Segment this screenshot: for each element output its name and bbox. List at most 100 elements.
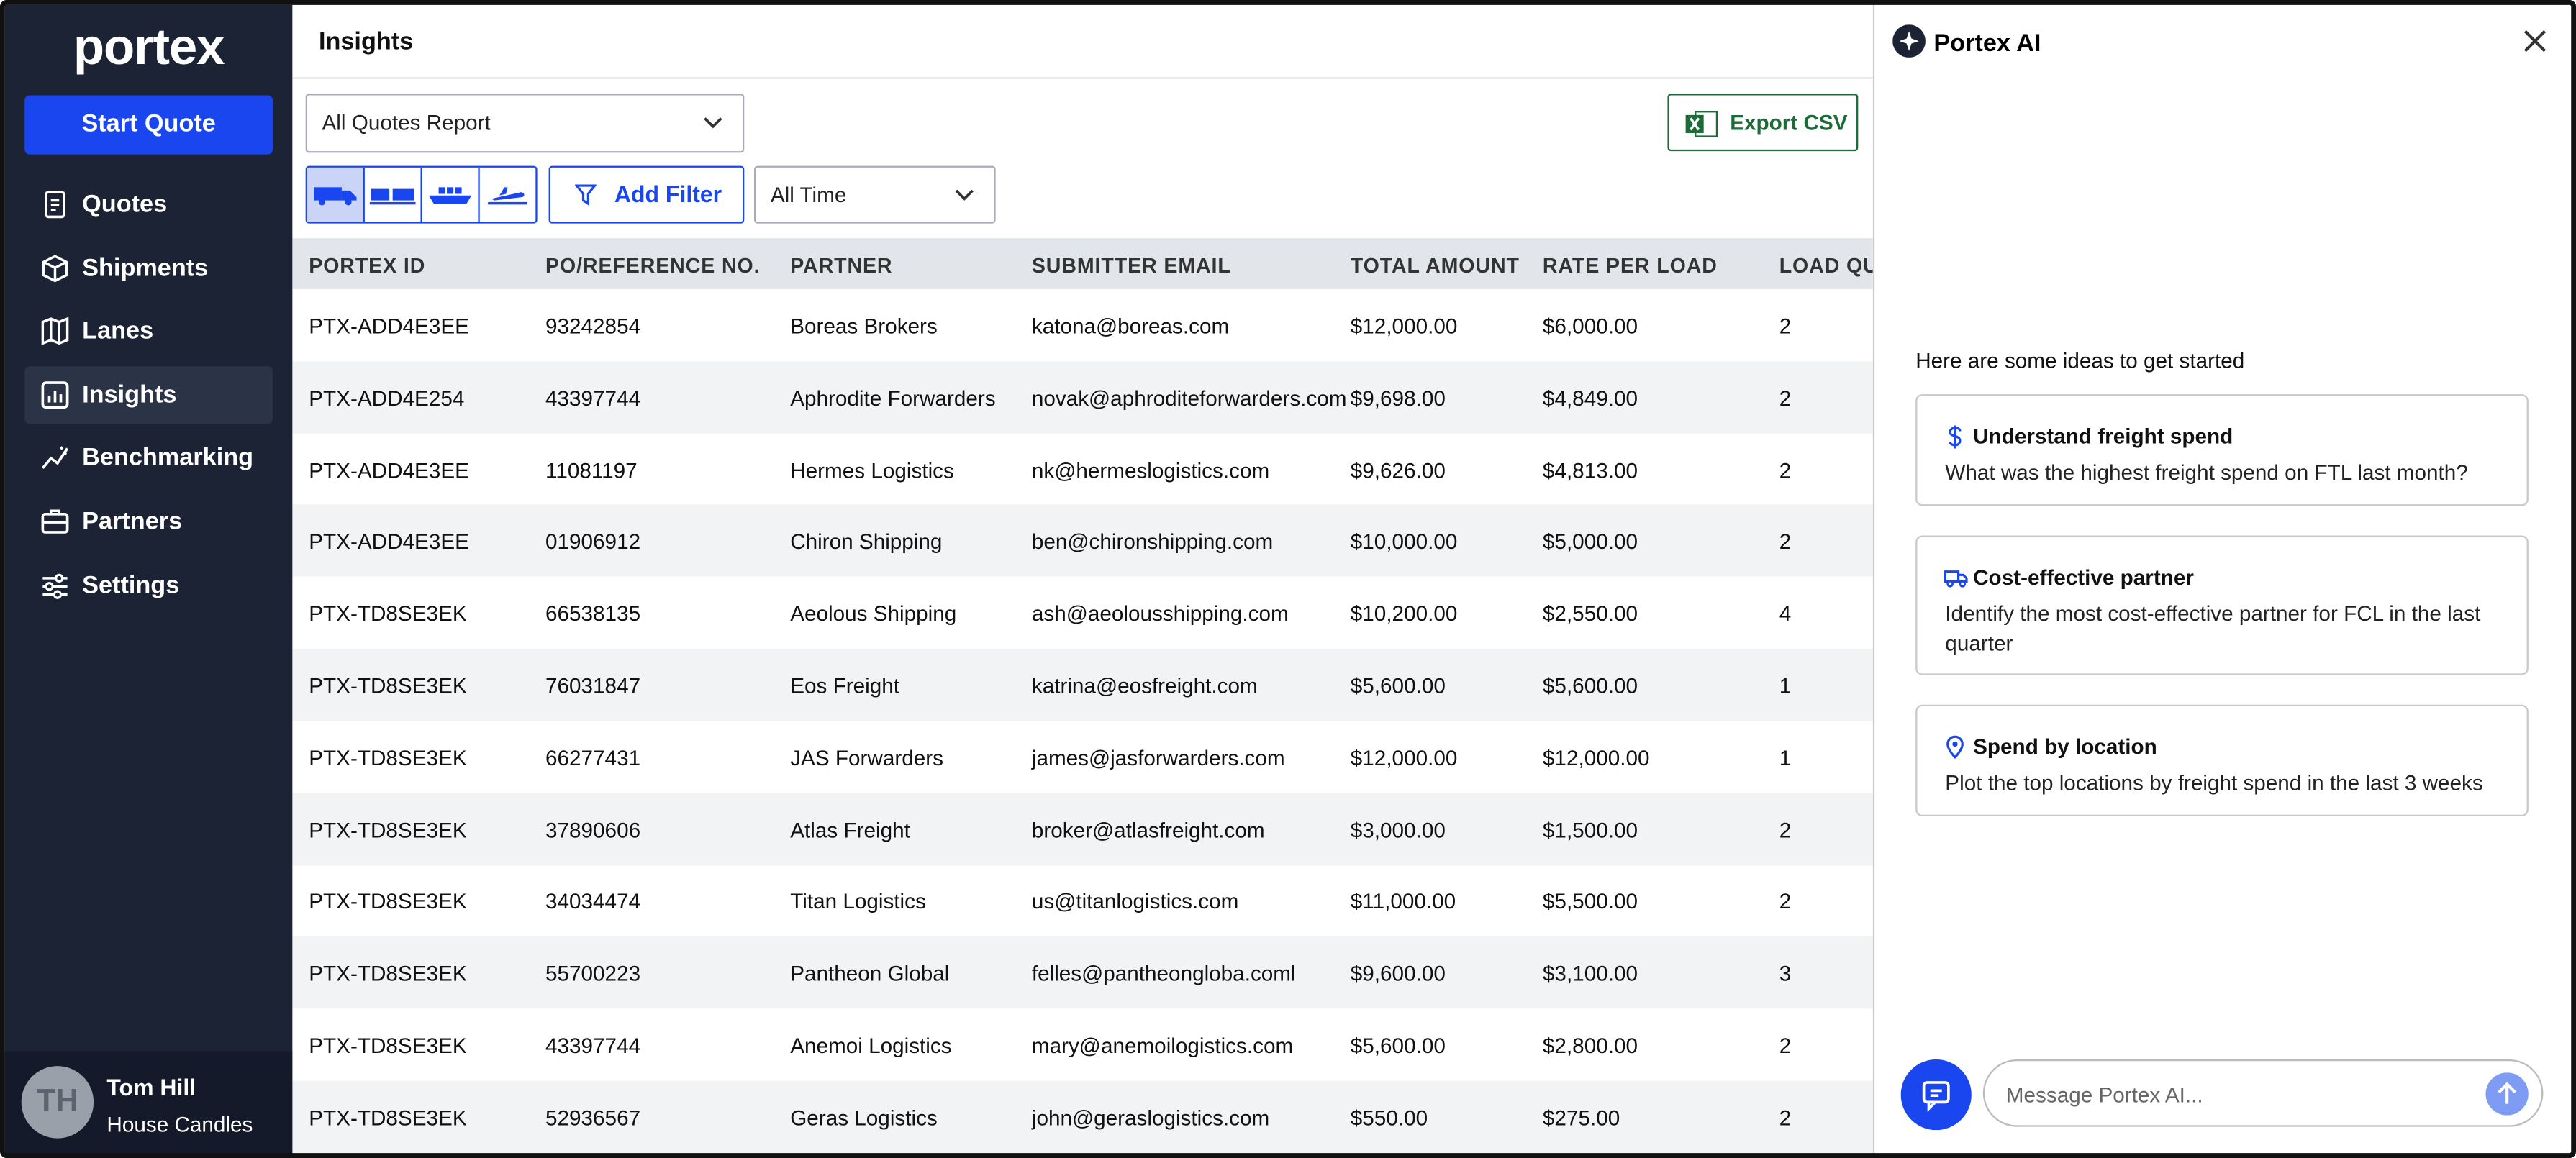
- mode-ship[interactable]: [422, 167, 480, 222]
- new-chat-button[interactable]: [1900, 1059, 1972, 1131]
- report-label: All Quotes Report: [322, 110, 491, 135]
- table-row[interactable]: PTX-ADD4E3EE 11081197 Hermes Logistics nk@h…: [292, 433, 1872, 505]
- table-cell: mary@anemoilogistics.com: [1031, 1033, 1294, 1058]
- table-row[interactable]: PTX-TD8SE3EK 66538135 Aeolous Shipping ash@…: [292, 577, 1872, 649]
- nav-icon: [45, 191, 65, 219]
- table-cell: $5,600.00: [1350, 673, 1446, 698]
- table-cell: $2,800.00: [1542, 1033, 1638, 1058]
- nav-label: Benchmarking: [82, 444, 254, 473]
- ship-icon: [428, 186, 472, 204]
- table-cell: Geras Logistics: [790, 1105, 938, 1130]
- filter-label: Add Filter: [614, 181, 722, 207]
- table-row[interactable]: PTX-TD8SE3EK 37890606 Atlas Freight broker@…: [292, 793, 1873, 865]
- table-row[interactable]: PTX-ADD4E3EE 01906912 Chiron Shipping ben@c…: [292, 504, 1873, 578]
- nav-item[interactable]: Lanes: [24, 303, 273, 360]
- table-cell: $5,000.00: [1542, 529, 1638, 555]
- table-row[interactable]: PTX-TD8SE3EK 55700223 Pantheon Global felle…: [292, 936, 1873, 1009]
- column-header[interactable]: PARTNER: [790, 254, 893, 278]
- mode-air[interactable]: [480, 168, 536, 222]
- table-cell: JAS Forwarders: [790, 745, 944, 770]
- time-label: All Time: [770, 182, 847, 207]
- column-header[interactable]: TOTAL AMOUNT: [1350, 254, 1520, 278]
- nav-icon: [42, 573, 68, 598]
- send-button[interactable]: [2485, 1072, 2529, 1116]
- table-cell: $12,000.00: [1542, 745, 1650, 770]
- table-cell: 34034474: [545, 889, 641, 914]
- table-cell: $5,600.00: [1350, 1033, 1446, 1058]
- excel-icon: [1685, 111, 1718, 137]
- nav-item[interactable]: Quotes: [24, 175, 273, 233]
- card-title: Understand freight spend: [1973, 424, 2233, 449]
- table-cell: 4: [1779, 601, 1792, 626]
- nav-item[interactable]: Benchmarking: [24, 429, 273, 487]
- table-cell: us@titanlogistics.com: [1031, 889, 1239, 914]
- message-input[interactable]: Message Portex AI...: [1982, 1059, 2544, 1127]
- nav-icon: [41, 380, 69, 409]
- idea-card[interactable]: Spend by location Plot the top locations …: [1915, 704, 2529, 816]
- export-button[interactable]: Export CSV: [1667, 94, 1859, 152]
- table-cell: PTX-TD8SE3EK: [309, 817, 467, 842]
- table-row[interactable]: PTX-TD8SE3EK 34034474 Titan Logistics us@ti…: [292, 865, 1872, 936]
- close-button[interactable]: [2523, 29, 2546, 53]
- table-cell: 93242854: [545, 314, 641, 339]
- table-cell: Eos Freight: [790, 673, 900, 698]
- table-cell: $275.00: [1542, 1105, 1620, 1130]
- table-row[interactable]: PTX-TD8SE3EK 52936567 Geras Logistics john@…: [292, 1080, 1873, 1153]
- table-cell: $11,000.00: [1350, 889, 1456, 914]
- table-row[interactable]: PTX-ADD4E3EE 93242854 Boreas Brokers katona…: [292, 289, 1872, 361]
- nav-item[interactable]: Shipments: [24, 239, 273, 296]
- table-cell: PTX-ADD4E3EE: [309, 529, 469, 555]
- table-cell: PTX-TD8SE3EK: [309, 1105, 467, 1130]
- idea-card[interactable]: Understand freight spend What was the hig…: [1915, 394, 2529, 506]
- table-row[interactable]: PTX-TD8SE3EK 66277431 JAS Forwarders james@…: [292, 721, 1872, 793]
- idea-card[interactable]: Cost-effective partner Identify the most …: [1915, 535, 2529, 675]
- table-row[interactable]: PTX-TD8SE3EK 43397744 Anemoi Logistics mary…: [292, 1008, 1872, 1080]
- logo: portex: [73, 18, 225, 76]
- table-cell: 2: [1779, 314, 1792, 339]
- header: Insights: [292, 5, 1873, 79]
- report-select[interactable]: All Quotes Report: [305, 94, 745, 153]
- table-cell: john@geraslogistics.com: [1031, 1105, 1270, 1130]
- table-cell: 2: [1779, 889, 1792, 914]
- mode-rail[interactable]: [365, 167, 422, 222]
- column-header[interactable]: PO/REFERENCE NO.: [545, 254, 761, 278]
- ai-icon: [1892, 24, 1926, 58]
- table-cell: PTX-TD8SE3EK: [309, 673, 467, 698]
- table-cell: Boreas Brokers: [790, 314, 938, 339]
- nav-label: Insights: [82, 380, 177, 409]
- column-header[interactable]: PORTEX ID: [309, 254, 426, 278]
- table-cell: PTX-TD8SE3EK: [309, 1033, 467, 1058]
- table-cell: novak@aphroditeforwarders.com: [1031, 386, 1347, 411]
- mode-ftl[interactable]: [307, 167, 365, 222]
- time-select[interactable]: All Time: [753, 165, 996, 224]
- table-cell: james@jasforwarders.com: [1031, 745, 1285, 770]
- table-cell: $4,813.00: [1542, 457, 1638, 483]
- table-cell: $3,100.00: [1542, 961, 1638, 986]
- table-cell: 43397744: [545, 386, 641, 411]
- card-icon: [1944, 570, 1968, 588]
- page-title: Insights: [318, 27, 414, 56]
- nav-item[interactable]: Insights: [24, 365, 273, 424]
- table-cell: 66538135: [545, 601, 641, 626]
- nav-item[interactable]: Partners: [24, 493, 273, 550]
- table-cell: PTX-ADD4E254: [309, 386, 465, 411]
- table-row[interactable]: PTX-TD8SE3EK 76031847 Eos Freight katrina@e…: [292, 649, 1873, 721]
- start-quote-button[interactable]: Start Quote: [24, 95, 273, 155]
- table-cell: Aphrodite Forwarders: [790, 386, 996, 411]
- table-cell: Atlas Freight: [790, 817, 910, 842]
- column-header[interactable]: LOAD QUANTITY: [1779, 254, 1873, 278]
- user-company: House Candles: [106, 1112, 253, 1137]
- user-box[interactable]: TH Tom Hill House Candles: [4, 1051, 293, 1155]
- table-cell: 76031847: [545, 673, 641, 698]
- add-filter-button[interactable]: Add Filter: [548, 165, 745, 224]
- nav-item[interactable]: Settings: [24, 556, 273, 614]
- column-header[interactable]: SUBMITTER EMAIL: [1031, 254, 1231, 278]
- nav-label: Quotes: [82, 190, 168, 219]
- column-header[interactable]: RATE PER LOAD: [1542, 254, 1718, 278]
- nav-label: Settings: [82, 570, 180, 599]
- table-row[interactable]: PTX-ADD4E254 43397744 Aphrodite Forwarders…: [292, 360, 1873, 434]
- table-cell: 3: [1779, 961, 1792, 986]
- table-cell: 01906912: [545, 529, 641, 555]
- export-label: Export CSV: [1730, 110, 1848, 135]
